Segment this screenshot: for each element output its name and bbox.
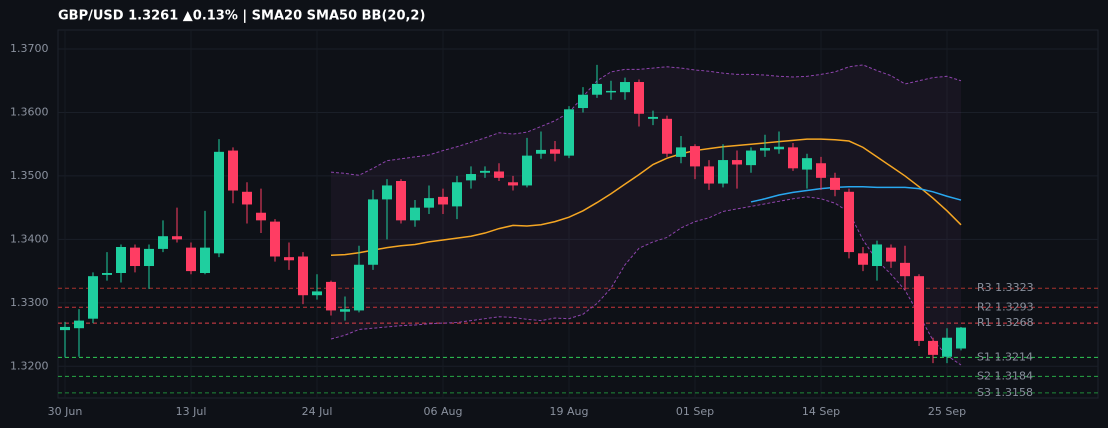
- x-tick-label: 06 Aug: [424, 405, 463, 418]
- x-tick-label: 14 Sep: [802, 405, 840, 418]
- y-tick-label: 1.3300: [10, 296, 49, 309]
- candle-body: [340, 309, 350, 312]
- candle-body: [956, 327, 966, 349]
- candle-body: [410, 207, 420, 221]
- moving-average: [750, 185, 962, 203]
- plot-area: [57, 29, 1099, 399]
- candle-body: [900, 262, 910, 277]
- band-line: [330, 64, 962, 176]
- candle-body: [620, 82, 630, 93]
- candle-body: [382, 185, 392, 200]
- candle-body: [802, 158, 812, 170]
- candle-body: [788, 147, 798, 169]
- candle-body: [942, 337, 952, 357]
- candle-body: [284, 257, 294, 261]
- candle-body: [256, 212, 266, 221]
- candle-body: [130, 247, 140, 267]
- candle-body: [872, 244, 882, 267]
- candle-body: [228, 150, 238, 191]
- x-tick-label: 13 Jul: [176, 405, 207, 418]
- moving-average: [330, 138, 962, 256]
- candle-body: [606, 90, 616, 93]
- candle-body: [928, 340, 938, 355]
- candle-body: [536, 149, 546, 154]
- candle-body: [214, 151, 224, 254]
- candle-body: [704, 166, 714, 184]
- candle-body: [116, 246, 126, 274]
- candle-body: [564, 109, 574, 156]
- candle-body: [368, 199, 378, 265]
- candle-body: [858, 253, 868, 265]
- y-tick-label: 1.3500: [10, 169, 49, 182]
- candle-body: [662, 118, 672, 154]
- candle-body: [88, 276, 98, 319]
- candle-body: [480, 170, 490, 173]
- candle-body: [718, 160, 728, 184]
- candle-body: [186, 247, 196, 272]
- x-tick-label: 25 Sep: [928, 405, 966, 418]
- x-tick-label: 24 Jul: [302, 405, 333, 418]
- x-tick-label: 01 Sep: [676, 405, 714, 418]
- candle-body: [690, 146, 700, 167]
- candle-body: [172, 236, 182, 240]
- candle-body: [550, 149, 560, 154]
- candle-body: [914, 276, 924, 341]
- candle-body: [774, 146, 784, 150]
- candle-body: [452, 182, 462, 207]
- candle-body: [424, 198, 434, 208]
- candle-body: [830, 177, 840, 190]
- y-tick-label: 1.3600: [10, 105, 49, 118]
- candle-body: [158, 236, 168, 249]
- candle-body: [508, 182, 518, 186]
- candle-body: [648, 116, 658, 119]
- pivot-label: S3 1.3158: [977, 386, 1033, 399]
- chart-title: GBP/USD 1.3261 ▲0.13% | SMA20 SMA50 BB(2…: [58, 9, 425, 24]
- candle-body: [886, 247, 896, 262]
- candle-body: [60, 326, 70, 331]
- candle-body: [760, 148, 770, 151]
- candle-body: [298, 256, 308, 296]
- candle-body: [466, 174, 476, 181]
- candle-body: [676, 147, 686, 157]
- candle-body: [200, 247, 210, 274]
- y-tick-label: 1.3200: [10, 359, 49, 372]
- candle-body: [578, 94, 588, 109]
- candle-body: [326, 281, 336, 311]
- pivot-label: R2 1.3293: [977, 300, 1034, 313]
- pivot-label: R3 1.3323: [977, 281, 1034, 294]
- candle-body: [634, 82, 644, 114]
- candle-body: [494, 171, 504, 178]
- candle-body: [844, 191, 854, 253]
- candle-body: [592, 83, 602, 95]
- y-tick-label: 1.3700: [10, 42, 49, 55]
- candle-body: [102, 273, 112, 275]
- candle-body: [732, 160, 742, 165]
- candle-body: [746, 150, 756, 166]
- x-tick-label: 19 Aug: [550, 405, 589, 418]
- candle-body: [438, 196, 448, 205]
- pivot-label: R1 1.3268: [977, 316, 1034, 329]
- pivot-label: S2 1.3184: [977, 369, 1033, 382]
- y-tick-label: 1.3400: [10, 232, 49, 245]
- candle-body: [354, 264, 364, 311]
- candle-body: [312, 291, 322, 296]
- candle-body: [270, 221, 280, 257]
- band-line: [330, 196, 962, 366]
- x-tick-label: 30 Jun: [48, 405, 83, 418]
- candle-body: [74, 320, 84, 329]
- candle-body: [816, 163, 826, 178]
- candle-body: [522, 155, 532, 186]
- candle-body: [242, 191, 252, 205]
- candle-body: [396, 181, 406, 221]
- pivot-label: S1 1.3214: [977, 350, 1033, 363]
- candle-body: [144, 248, 154, 267]
